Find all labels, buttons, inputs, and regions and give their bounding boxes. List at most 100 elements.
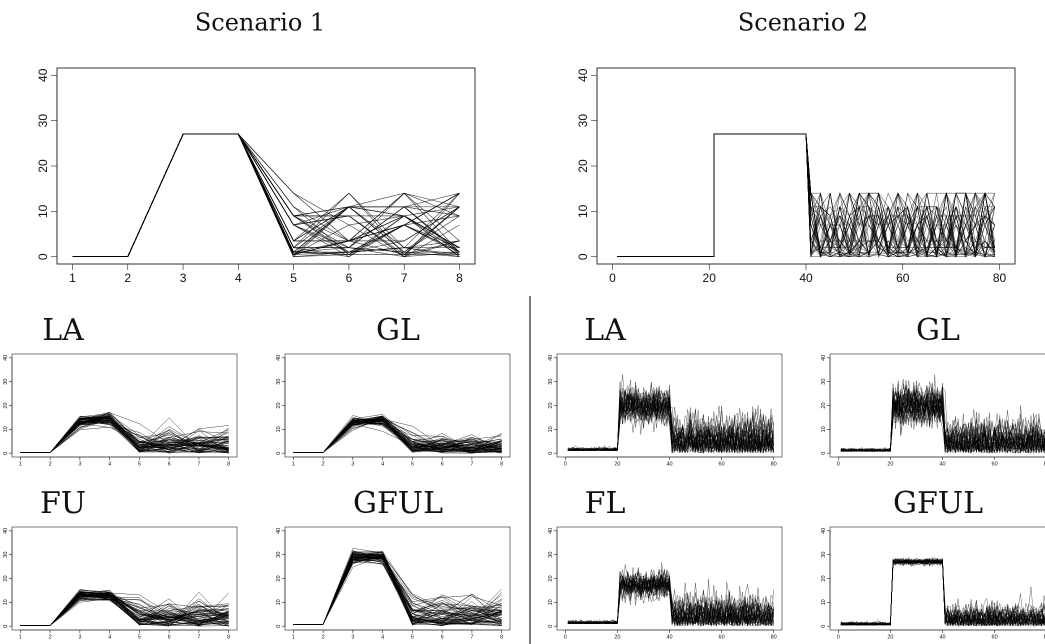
- series-group: [567, 374, 774, 455]
- x-tick-label: 60: [992, 635, 998, 641]
- panel-title: FU: [40, 486, 86, 521]
- y-tick-label: 20: [276, 402, 282, 408]
- x-tick-label: 3: [180, 271, 187, 285]
- x-tick-label: 7: [470, 635, 473, 641]
- y-tick-label: 40: [548, 355, 554, 361]
- x-tick-label: 5: [411, 635, 414, 641]
- x-tick-label: 7: [197, 635, 200, 641]
- x-tick-label: 8: [227, 635, 230, 641]
- series-line: [567, 386, 774, 453]
- x-tick-label: 20: [887, 462, 893, 468]
- series-group: [293, 414, 502, 454]
- y-tick-label: 0: [36, 253, 50, 260]
- y-tick-label: 0: [548, 452, 554, 455]
- y-tick-label: 0: [576, 253, 590, 260]
- x-tick-label: 60: [719, 635, 725, 641]
- panel-s2-la: LA 0 20 40 60 80 0 10 20 30 40: [548, 313, 783, 468]
- x-tick-label: 0: [564, 462, 567, 468]
- series-line: [293, 556, 502, 625]
- x-tick-label: 6: [346, 271, 353, 285]
- series-line: [293, 553, 502, 625]
- x-tick-label: 40: [666, 462, 672, 468]
- y-tick-label: 10: [36, 204, 50, 218]
- y-tick-label: 0: [3, 625, 9, 628]
- x-tick-label: 8: [500, 635, 503, 641]
- y-tick-label: 0: [821, 625, 827, 628]
- series-line: [72, 133, 460, 258]
- series-group: [567, 562, 774, 628]
- series-line: [20, 595, 229, 626]
- y-tick-label: 30: [548, 552, 554, 558]
- series-line: [840, 557, 1045, 627]
- series-line: [293, 417, 502, 453]
- series-line: [20, 595, 229, 627]
- y-tick-label: 30: [548, 379, 554, 385]
- y-tick-label: 0: [276, 452, 282, 455]
- series-line: [20, 589, 229, 626]
- y-tick-label: 20: [276, 575, 282, 581]
- y-tick-label: 30: [276, 379, 282, 385]
- x-tick-label: 80: [1044, 635, 1045, 641]
- y-tick-label: 20: [548, 575, 554, 581]
- x-tick-label: 40: [666, 635, 672, 641]
- y-tick-label: 10: [548, 426, 554, 432]
- x-tick-label: 5: [138, 635, 141, 641]
- x-tick-label: 40: [939, 635, 945, 641]
- plot-frame: [56, 67, 476, 265]
- x-tick-label: 4: [108, 635, 111, 641]
- y-tick-label: 40: [576, 68, 590, 82]
- x-tick-label: 2: [49, 462, 52, 468]
- x-tick-label: 20: [703, 271, 717, 285]
- series-line: [567, 394, 774, 454]
- series-group: [840, 374, 1045, 454]
- series-line: [567, 579, 774, 626]
- panel-title: GFUL: [353, 486, 443, 521]
- y-tick-label: 0: [276, 625, 282, 628]
- y-tick-label: 30: [276, 552, 282, 558]
- x-tick-label: 5: [290, 271, 297, 285]
- x-tick-label: 80: [771, 635, 777, 641]
- x-tick-label: 1: [292, 462, 295, 468]
- y-tick-label: 20: [548, 402, 554, 408]
- y-tick-label: 20: [821, 575, 827, 581]
- x-tick-label: 1: [69, 271, 76, 285]
- panel-s2-fl: FL 0 20 40 60 80 0 10 20 30 40: [548, 486, 783, 641]
- series-line: [20, 420, 229, 454]
- series-group: [72, 133, 460, 258]
- x-tick-label: 8: [500, 462, 503, 468]
- y-tick-label: 0: [3, 452, 9, 455]
- x-tick-label: 8: [227, 462, 230, 468]
- panel-s1-la: LA 1 2 3 4 5 6 7 8 0 10 20 30 40: [3, 313, 238, 468]
- y-tick-label: 10: [3, 426, 9, 432]
- x-tick-label: 4: [108, 462, 111, 468]
- y-tick-label: 10: [576, 204, 590, 218]
- panel-s1-gl: GL 1 2 3 4 5 6 7 8 0 10 20 30 40: [276, 313, 511, 468]
- y-tick-label: 0: [548, 625, 554, 628]
- x-tick-label: 3: [351, 462, 354, 468]
- panel-s1-gful: GFUL 1 2 3 4 5 6 7 8 0 10 20 30 40: [276, 486, 511, 641]
- series-line: [840, 380, 1045, 454]
- y-tick-label: 20: [3, 402, 9, 408]
- y-tick-label: 0: [821, 452, 827, 455]
- x-tick-label: 3: [78, 635, 81, 641]
- series-line: [617, 133, 995, 258]
- x-tick-label: 2: [322, 462, 325, 468]
- y-tick-label: 10: [821, 599, 827, 605]
- series-line: [567, 573, 774, 627]
- series-line: [20, 426, 229, 453]
- series-group: [617, 133, 995, 258]
- x-tick-label: 60: [719, 462, 725, 468]
- y-tick-label: 20: [576, 159, 590, 173]
- y-tick-label: 40: [3, 355, 9, 361]
- panel-title: GL: [376, 313, 420, 348]
- x-tick-label: 0: [609, 271, 616, 285]
- x-tick-label: 80: [771, 462, 777, 468]
- x-tick-label: 20: [614, 635, 620, 641]
- y-tick-label: 10: [3, 599, 9, 605]
- x-tick-label: 6: [441, 635, 444, 641]
- x-tick-label: 40: [939, 462, 945, 468]
- y-tick-label: 10: [821, 426, 827, 432]
- y-tick-label: 40: [276, 355, 282, 361]
- x-tick-label: 2: [322, 635, 325, 641]
- y-tick-label: 10: [276, 599, 282, 605]
